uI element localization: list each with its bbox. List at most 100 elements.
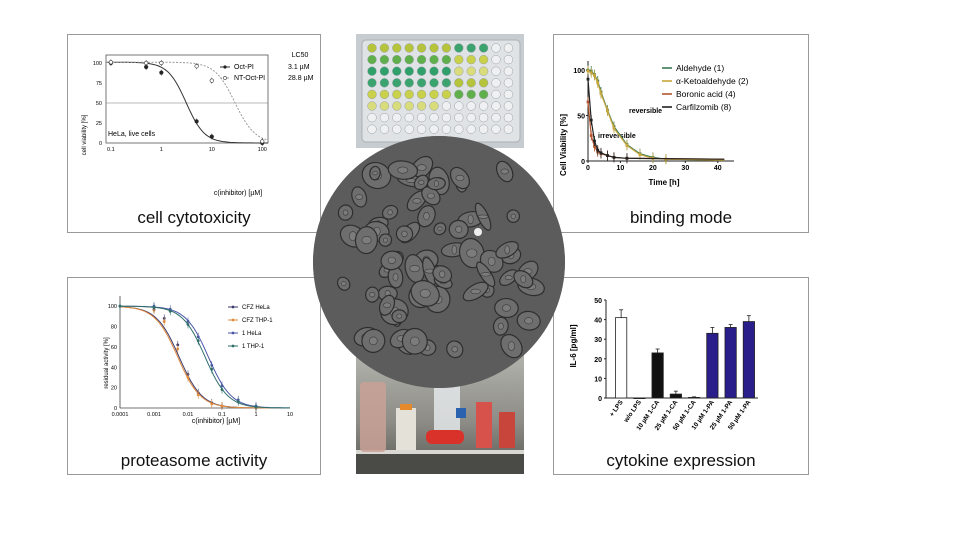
data-point (625, 144, 629, 147)
cytotoxicity-chart: cell viability [%] c(inhibitor) [µM] LC5… (82, 52, 314, 197)
well (416, 124, 427, 134)
cell-nucleus (417, 164, 427, 171)
caption-cytokine-expression: cytokine expression (606, 451, 756, 470)
panel-cytokine-expression: IL-6 [pg/ml] 50 40 30 20 10 0 + LPS w/o LPS 10 µ… (553, 277, 809, 475)
bar (742, 321, 755, 399)
data-point (638, 153, 642, 157)
data-point (599, 151, 603, 155)
cell-nucleus (439, 270, 446, 278)
well (491, 54, 501, 65)
well (466, 54, 476, 65)
well (367, 101, 377, 111)
well (466, 124, 476, 134)
x-tick-label: 0.1 (107, 147, 115, 153)
legend-marker (231, 318, 235, 322)
x-tick-label: 0.01 (183, 412, 194, 418)
well (491, 78, 501, 88)
data-point (220, 404, 224, 408)
x-category-label: + LPS (609, 399, 626, 419)
cell-nucleus (368, 336, 378, 346)
well (392, 101, 402, 111)
legend-label: Aldehyde (1) (676, 63, 724, 73)
cell-nucleus (455, 174, 465, 182)
data-point (596, 81, 600, 85)
y-axis-label: IL-6 [pg/ml] (569, 324, 578, 367)
well (478, 101, 489, 111)
legend-marker-oct-pi (223, 65, 227, 69)
well (429, 89, 439, 100)
well (454, 101, 464, 111)
data-point (625, 156, 629, 160)
well (478, 124, 489, 134)
data-point (220, 388, 224, 392)
well (478, 66, 489, 76)
panel-proteasome-activity: residual activity [%] c(inhibitor) [µM] … (67, 277, 321, 475)
well (392, 124, 402, 134)
well (466, 43, 476, 53)
well (416, 101, 427, 111)
cell-nucleus (510, 213, 516, 219)
data-point (209, 78, 214, 83)
bar (724, 327, 737, 399)
cell-nucleus (369, 292, 376, 298)
data-point (196, 335, 200, 339)
well (454, 43, 464, 53)
y-tick-label: 0 (598, 396, 602, 403)
legend-value-oct-pi: 3.1 µM (288, 64, 310, 71)
proteasome-activity-chart: residual activity [%] c(inhibitor) [µM] … (104, 296, 293, 425)
data-point (210, 363, 214, 367)
bar (669, 393, 682, 399)
cell-nucleus (412, 198, 422, 204)
well (379, 124, 390, 134)
caption-cell-cytotoxicity: cell cytotoxicity (137, 208, 251, 227)
well (392, 78, 402, 88)
cell-nucleus (467, 214, 474, 225)
bar (615, 317, 628, 399)
x-tick-label: 100 (258, 147, 267, 153)
y-tick-label: 50 (577, 114, 585, 121)
well (503, 89, 514, 100)
well (416, 66, 427, 76)
x-tick-label: 0.001 (147, 412, 161, 418)
y-tick-label: 50 (594, 298, 602, 305)
well (392, 54, 402, 65)
well (454, 124, 464, 134)
y-tick-label: 10 (594, 376, 602, 383)
cell-nucleus (382, 237, 388, 243)
well (416, 43, 427, 53)
chart-note: HeLa, live cells (108, 131, 156, 138)
culture-flask-1 (476, 402, 492, 448)
x-tick-label: 1 (254, 412, 257, 418)
cell-nucleus (387, 209, 393, 216)
legend-marker (231, 344, 235, 348)
cell-nucleus (409, 265, 420, 273)
well (404, 89, 414, 100)
data-point (194, 119, 199, 124)
well (491, 112, 501, 123)
legend-label: CFZ HeLa (242, 305, 270, 311)
microscope-cell-image (313, 136, 565, 388)
x-tick-label: 0.0001 (112, 412, 129, 418)
y-axis-label: Cell Viability [%] (559, 114, 568, 176)
x-axis-label: Time [h] (649, 178, 680, 187)
x-tick-label: 0 (586, 165, 590, 172)
cell-nucleus (361, 236, 372, 245)
well (491, 66, 501, 76)
well (478, 78, 489, 88)
legend-label: 1 THP-1 (242, 344, 265, 350)
legend-marker (231, 331, 235, 335)
well (429, 101, 439, 111)
x-tick-label: 1 (160, 147, 163, 153)
y-tick-label: 40 (594, 318, 602, 325)
data-point (586, 77, 590, 81)
y-tick-label: 0 (581, 159, 585, 166)
well (441, 112, 452, 123)
panel-cell-cytotoxicity: cell viability [%] c(inhibitor) [µM] LC5… (67, 34, 321, 233)
data-point (606, 109, 609, 113)
cell-nucleus (340, 281, 347, 287)
x-axis-label: c(inhibitor) [µM] (192, 418, 240, 425)
well (379, 101, 390, 111)
cell-nucleus (524, 317, 534, 325)
legend-label: CFZ THP-1 (242, 318, 273, 324)
cell-nucleus (397, 166, 409, 174)
